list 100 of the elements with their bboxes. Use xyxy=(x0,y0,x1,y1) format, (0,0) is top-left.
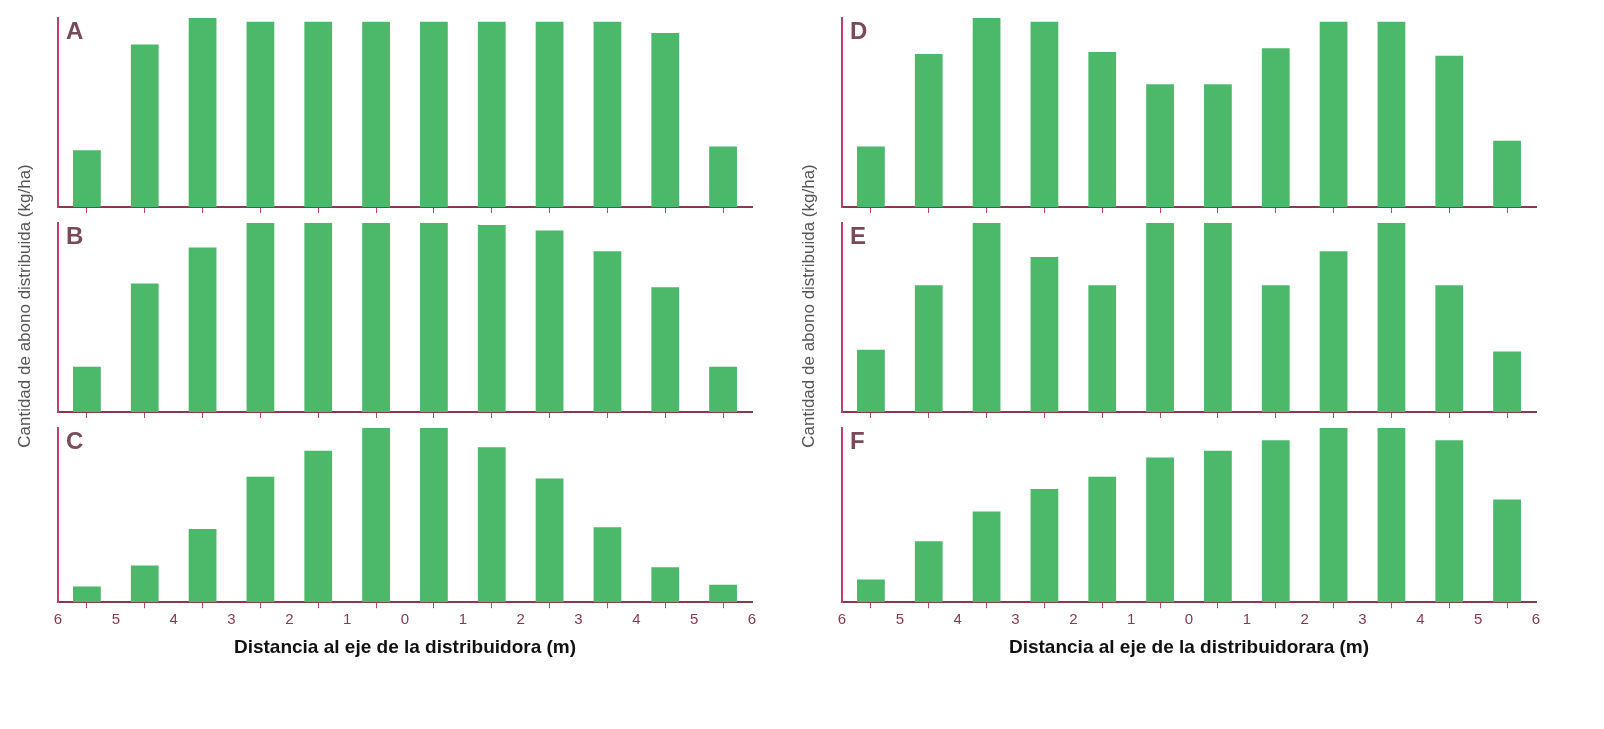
bar xyxy=(130,44,159,207)
bar xyxy=(362,223,390,412)
x-tick-label: 4 xyxy=(953,610,962,628)
y-axis-title: Cantidad de abono distribuida (kg/ha) xyxy=(799,163,819,448)
bar xyxy=(972,511,1001,603)
bar xyxy=(477,447,506,603)
bar xyxy=(1261,285,1290,412)
bar xyxy=(972,223,1001,412)
bar xyxy=(1261,440,1290,603)
bar xyxy=(709,366,737,412)
x-tick-label: 0 xyxy=(400,610,410,628)
chart-title: E xyxy=(850,221,867,249)
bar xyxy=(362,428,390,603)
bar xyxy=(188,529,217,603)
bar xyxy=(914,541,943,603)
bar xyxy=(188,18,217,207)
bar xyxy=(1493,140,1521,207)
bar xyxy=(1493,351,1521,412)
bar xyxy=(1088,52,1117,207)
x-tick-label: 5 xyxy=(689,610,699,628)
bar xyxy=(1030,257,1059,412)
x-tick-label: 4 xyxy=(632,610,641,628)
bar xyxy=(651,287,680,412)
bar xyxy=(246,21,275,207)
bar xyxy=(477,224,506,412)
x-tick-label: 5 xyxy=(1473,610,1483,628)
x-tick-label: 0 xyxy=(1184,610,1194,628)
bar xyxy=(73,366,101,412)
bar xyxy=(1435,440,1464,603)
bar xyxy=(914,53,943,207)
bar xyxy=(1204,223,1232,412)
x-tick-label: 5 xyxy=(895,610,905,628)
bar xyxy=(1146,223,1174,412)
bar xyxy=(593,527,622,603)
x-tick-label: 3 xyxy=(1358,610,1367,628)
x-tick-label: 4 xyxy=(169,610,178,628)
x-tick-label: 1 xyxy=(458,610,468,628)
chart-title: F xyxy=(850,426,865,454)
x-tick-label: 2 xyxy=(1300,610,1309,628)
bar xyxy=(1319,21,1348,207)
bar xyxy=(1377,223,1406,412)
bar xyxy=(1030,21,1059,207)
bar xyxy=(972,18,1001,207)
x-tick-label: 2 xyxy=(285,610,294,628)
x-tick-label: 2 xyxy=(516,610,525,628)
bar xyxy=(593,251,622,412)
x-axis-title: Distancia al eje de la distribuidora (m) xyxy=(233,635,577,657)
x-tick-label: 5 xyxy=(111,610,121,628)
bar xyxy=(73,586,101,603)
y-axis-title: Cantidad de abono distribuida (kg/ha) xyxy=(15,163,35,448)
bar xyxy=(304,223,333,412)
bar xyxy=(420,223,448,412)
bar xyxy=(246,223,275,412)
x-tick-label: 6 xyxy=(53,610,63,628)
bar xyxy=(304,21,333,207)
bar xyxy=(914,285,943,412)
x-tick-label: 4 xyxy=(1416,610,1425,628)
x-tick-label: 1 xyxy=(342,610,352,628)
bar xyxy=(420,21,448,207)
bar xyxy=(1435,55,1464,207)
bar xyxy=(857,579,885,603)
x-tick-label: 1 xyxy=(1126,610,1136,628)
x-tick-label: 3 xyxy=(574,610,583,628)
x-tick-label: 6 xyxy=(747,610,757,628)
bar xyxy=(535,478,564,603)
bar xyxy=(1377,428,1406,603)
bar xyxy=(593,21,622,207)
bar xyxy=(1319,428,1348,603)
x-tick-label: 6 xyxy=(837,610,847,628)
bar xyxy=(651,33,680,207)
bar xyxy=(857,349,885,412)
x-tick-label: 3 xyxy=(227,610,236,628)
bar xyxy=(1146,84,1174,207)
chart-title: A xyxy=(66,16,84,44)
x-tick-label: 2 xyxy=(1069,610,1078,628)
bar xyxy=(651,567,680,603)
x-tick-label: 3 xyxy=(1011,610,1020,628)
bar xyxy=(1261,48,1290,207)
bar xyxy=(1204,450,1232,603)
bar xyxy=(420,428,448,603)
bar xyxy=(1088,476,1117,603)
bar xyxy=(130,565,159,603)
bar xyxy=(1088,285,1117,412)
x-tick-label: 1 xyxy=(1242,610,1252,628)
bar xyxy=(1377,21,1406,207)
bar xyxy=(709,584,737,603)
x-tick-label: 6 xyxy=(1531,610,1541,628)
bar xyxy=(709,146,737,207)
chart-title: D xyxy=(850,16,868,44)
bar xyxy=(362,21,390,207)
x-axis-title: Distancia al eje de la distribuidorara (m) xyxy=(1008,635,1370,657)
bar xyxy=(1319,251,1348,412)
bar xyxy=(304,450,333,603)
bar xyxy=(1493,499,1521,603)
bar xyxy=(857,146,885,207)
bar xyxy=(130,283,159,412)
bar xyxy=(1030,488,1059,603)
bar xyxy=(1146,457,1174,603)
bar xyxy=(1435,285,1464,412)
bar xyxy=(73,150,101,207)
